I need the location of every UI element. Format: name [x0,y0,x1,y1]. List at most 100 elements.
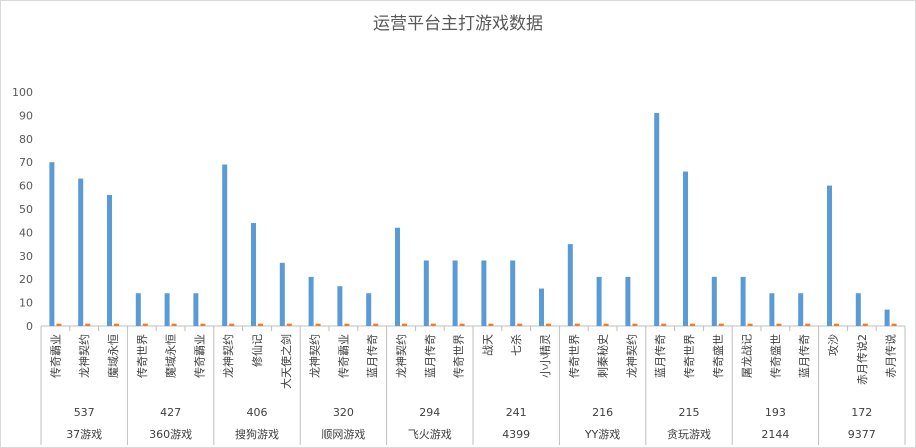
y-tick-label: 40 [19,226,33,239]
bar-secondary [862,323,868,326]
bar [366,293,372,326]
bar [164,293,170,326]
category-label: 传奇霸业 [337,334,350,378]
category-label: 传奇世界 [453,334,466,378]
group-platform-label: 9377 [848,428,876,441]
bar-secondary [142,323,148,326]
group-count-label: 193 [765,406,786,419]
category-label: 传奇盛世 [768,334,782,378]
group-count-label: 406 [247,406,268,419]
category-label: 传奇世界 [136,334,149,378]
bar-secondary [661,323,667,326]
bar-secondary [229,323,235,326]
y-tick-label: 30 [19,250,33,263]
category-label: 传奇盛世 [711,334,725,378]
y-tick-label: 70 [19,156,33,169]
group-platform-label: 搜狗游戏 [235,427,279,441]
bar-secondary [200,323,206,326]
bar-secondary [85,323,91,326]
category-label: 蓝月传奇 [798,334,811,378]
bar-secondary [574,323,580,326]
group-count-label: 216 [592,406,613,419]
bar [337,286,343,326]
group-platform-label: 360游戏 [149,428,192,441]
group-count-label: 215 [679,406,700,419]
bar [481,260,487,326]
category-label: 龙神契约 [77,334,91,378]
bar-secondary [402,323,407,326]
bar [855,293,861,326]
bar [510,260,516,326]
group-count-label: 241 [506,406,527,419]
category-label: 传奇霸业 [49,334,62,378]
bar [740,276,746,326]
bar [107,194,112,326]
bar-secondary [171,323,177,326]
group-platform-label: 飞火游戏 [408,428,452,441]
y-tick-label: 60 [19,180,33,193]
group-platform-label: 顺网游戏 [321,428,365,441]
bar-secondary [834,323,839,326]
bar [625,276,631,326]
bar [884,309,890,326]
category-label: 小小精灵 [539,334,552,378]
category-label: 蓝月传奇 [424,334,437,378]
category-label: 战天 [481,334,494,356]
bar [193,293,199,326]
bar-secondary [488,323,494,326]
bar [769,293,775,326]
bar-secondary [546,323,551,326]
y-tick-label: 80 [19,133,33,146]
bar-secondary [430,323,436,326]
bar-secondary [632,323,638,326]
bar-secondary [805,323,811,326]
chart-title: 运营平台主打游戏数据 [373,14,543,34]
bar [279,262,285,326]
y-tick-label: 100 [12,86,33,99]
bar-secondary [690,323,695,326]
bar-secondary [603,323,609,326]
category-label: 蓝月传奇 [654,334,667,378]
category-label: 龙神契约 [394,334,408,378]
y-tick-label: 50 [19,203,33,216]
bar [596,276,602,326]
bar [683,171,688,326]
category-label: 魔域永恒 [106,334,120,378]
bar [654,113,660,326]
group-count-label: 172 [851,406,872,419]
category-label: 龙神契约 [624,334,638,378]
category-label: 赤月传说 [884,334,898,378]
bar [222,164,228,326]
bar-secondary [258,323,263,326]
bar [798,293,804,326]
bar [49,162,55,326]
bar-secondary [517,323,523,326]
bar-secondary [718,323,724,326]
group-count-label: 427 [160,406,181,419]
group-platform-label: 4399 [502,428,530,441]
bar [251,223,256,326]
bar-secondary [776,323,782,326]
bar-secondary [56,323,62,326]
group-platform-label: 2144 [761,428,789,441]
bar-secondary [114,323,119,326]
category-label: 屠龙战记 [741,334,754,378]
category-label: 传奇霸业 [193,334,206,378]
y-tick-label: 90 [19,109,33,122]
group-platform-label: 37游戏 [66,428,102,441]
bar-secondary [747,323,753,326]
group-count-label: 294 [419,406,440,419]
category-label: 赤月传说2 [855,334,869,385]
category-label: 魔域永恒 [164,334,178,378]
category-label: 七杀 [509,334,523,356]
group-platform-label: 贪玩游戏 [667,427,711,441]
bar [135,293,141,326]
bar [452,260,458,326]
bar [395,227,400,326]
bar-secondary [891,323,897,326]
bar [539,288,544,326]
category-label: 大天使之剑 [279,334,293,389]
category-label: 刺秦秘史 [596,334,610,378]
